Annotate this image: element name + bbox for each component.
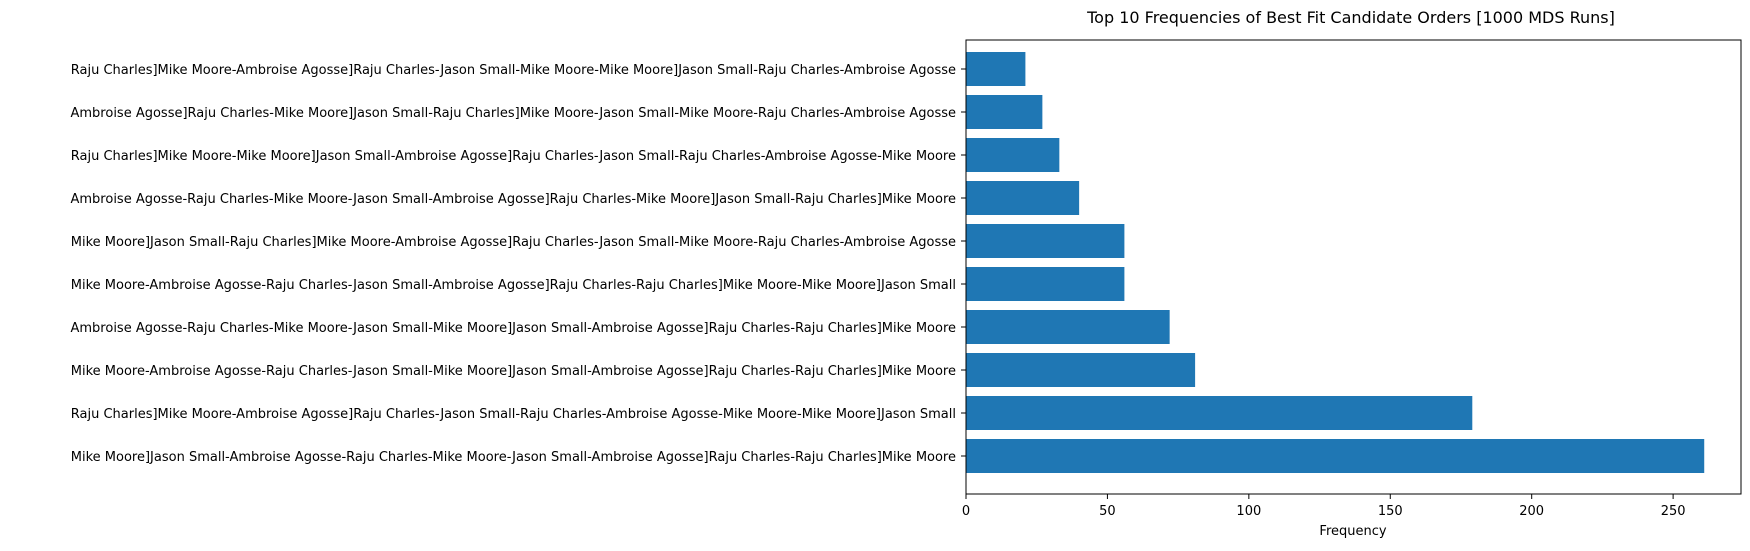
bar xyxy=(966,138,1060,172)
bar xyxy=(966,224,1125,258)
x-tick-label: 250 xyxy=(1661,504,1686,519)
x-tick-label: 0 xyxy=(962,504,970,519)
bars-layer xyxy=(966,52,1705,473)
y-tick-label: Raju Charles]Mike Moore-Ambroise Agosse]… xyxy=(71,63,956,78)
x-tick-label: 200 xyxy=(1519,504,1544,519)
bar xyxy=(966,439,1705,473)
y-tick-label: Raju Charles]Mike Moore-Ambroise Agosse]… xyxy=(71,407,956,422)
x-ticks: 0 50 100 150 200 250 xyxy=(962,494,1686,519)
bar xyxy=(966,267,1125,301)
bar xyxy=(966,181,1080,215)
y-tick-label: Mike Moore-Ambroise Agosse-Raju Charles-… xyxy=(71,364,956,379)
y-tick-label: Ambroise Agosse-Raju Charles-Mike Moore-… xyxy=(71,192,957,207)
x-tick-label: 50 xyxy=(1099,504,1116,519)
bar xyxy=(966,396,1473,430)
chart-title: Top 10 Frequencies of Best Fit Candidate… xyxy=(1086,8,1615,27)
y-tick-labels: Mike Moore]Jason Small-Ambroise Agosse-R… xyxy=(71,63,966,465)
y-tick-label: Mike Moore]Jason Small-Raju Charles]Mike… xyxy=(71,235,956,250)
y-tick-label: Ambroise Agosse]Raju Charles-Mike Moore]… xyxy=(71,106,957,121)
y-tick-label: Mike Moore]Jason Small-Ambroise Agosse-R… xyxy=(71,450,956,465)
x-tick-label: 100 xyxy=(1236,504,1261,519)
y-tick-label: Raju Charles]Mike Moore-Mike Moore]Jason… xyxy=(71,149,956,164)
y-tick-label: Ambroise Agosse-Raju Charles-Mike Moore-… xyxy=(71,321,957,336)
x-tick-label: 150 xyxy=(1378,504,1403,519)
bar xyxy=(966,353,1196,387)
bar xyxy=(966,52,1026,86)
y-tick-label: Mike Moore-Ambroise Agosse-Raju Charles-… xyxy=(71,278,956,293)
bar xyxy=(966,95,1043,129)
x-axis-label: Frequency xyxy=(1319,524,1386,539)
bar xyxy=(966,310,1170,344)
plot-frame xyxy=(965,39,1742,495)
